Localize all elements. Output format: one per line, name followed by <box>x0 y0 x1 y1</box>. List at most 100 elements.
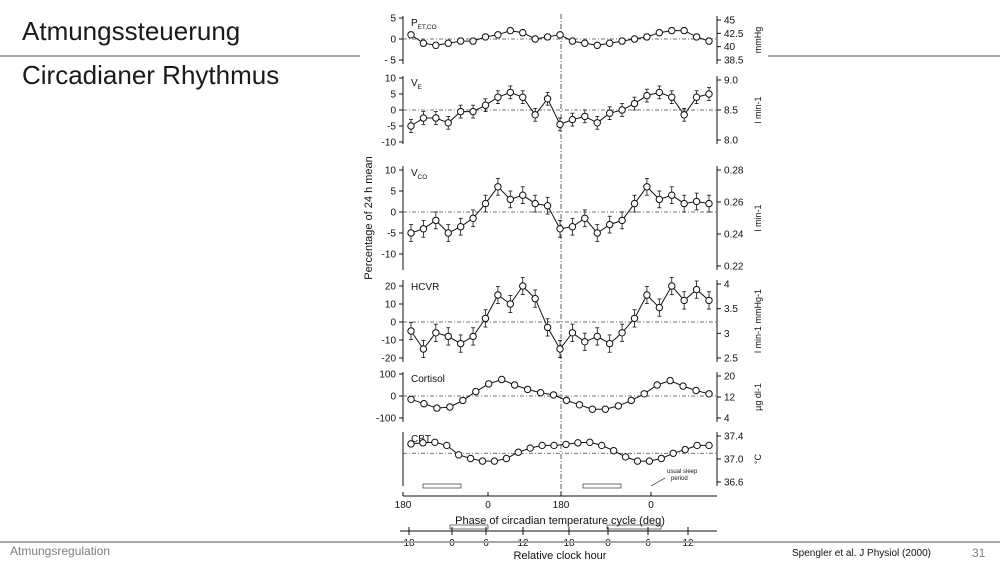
data-point <box>478 457 487 465</box>
right-tick-label: 8.0 <box>724 136 738 147</box>
data-point <box>456 107 465 116</box>
data-point <box>531 35 539 43</box>
y-tick-label: 0 <box>390 318 396 329</box>
x-tick-label: 180 <box>395 500 412 511</box>
data-point <box>514 448 522 456</box>
data-point <box>586 438 594 447</box>
y-tick-label: - 5 <box>384 56 396 67</box>
title-divider-right <box>768 55 1000 57</box>
data-point <box>574 439 582 447</box>
data-point <box>506 300 515 308</box>
data-point <box>581 39 589 47</box>
y-tick-label: -10 <box>382 250 397 261</box>
y-tick-label: -5 <box>387 122 396 133</box>
data-point <box>506 26 515 35</box>
data-point <box>432 329 440 337</box>
data-point <box>618 329 626 337</box>
y-tick-label: -10 <box>382 138 397 149</box>
data-point <box>456 37 465 45</box>
data-point <box>556 225 564 233</box>
sleep-note-pointer <box>650 477 666 487</box>
data-point <box>692 386 700 395</box>
data-point <box>443 441 451 450</box>
panel-label: HCVR <box>411 282 439 293</box>
data-point <box>446 403 454 411</box>
data-point <box>705 390 713 398</box>
data-point <box>419 39 428 47</box>
data-point <box>605 220 614 229</box>
right-tick-label: 2.5 <box>724 354 738 365</box>
right-unit-label: mmHg <box>753 27 763 54</box>
data-point <box>444 39 452 47</box>
y-tick-label: 5 <box>390 187 396 198</box>
data-point <box>407 31 415 39</box>
y-tick-label: 10 <box>385 166 397 177</box>
data-point <box>543 202 552 210</box>
right-tick-label: 45 <box>724 16 736 27</box>
right-tick-label: 4 <box>724 414 730 425</box>
right-tick-label: 36.6 <box>724 478 744 489</box>
data-point <box>469 107 477 116</box>
data-point <box>490 457 499 465</box>
data-point <box>469 332 477 341</box>
clock-tick-label: 12 <box>517 538 529 549</box>
title-divider-left <box>0 55 360 57</box>
data-point <box>618 216 626 225</box>
sleep-period-bar <box>582 483 622 489</box>
data-point <box>653 381 661 389</box>
clock-sleep-bar <box>449 524 489 530</box>
data-point <box>536 389 545 397</box>
data-point <box>630 314 639 323</box>
data-point <box>459 396 467 405</box>
data-point <box>431 438 439 447</box>
data-point <box>549 391 558 399</box>
data-point <box>454 451 463 459</box>
citation: Spengler et al. J Physiol (2000) <box>792 548 931 559</box>
y-tick-label: -20 <box>382 354 397 365</box>
data-point <box>679 382 687 390</box>
data-point <box>593 229 601 237</box>
sleep-note-line2: period <box>671 476 688 482</box>
data-point <box>523 385 532 394</box>
data-point <box>519 282 527 290</box>
clock-tick-label: 6 <box>645 538 651 549</box>
right-tick-label: 40 <box>724 42 736 53</box>
data-point <box>466 454 475 463</box>
data-point <box>526 444 534 452</box>
data-point <box>420 400 428 408</box>
data-point <box>494 291 502 299</box>
right-tick-label: 3.5 <box>724 304 738 315</box>
y-tick-label: 5 <box>390 14 396 25</box>
data-point <box>601 405 610 413</box>
data-point <box>481 33 490 41</box>
panel-label: Cortisol <box>411 374 445 385</box>
y-tick-label: 0 <box>390 208 396 219</box>
data-point <box>692 197 701 206</box>
data-point <box>605 339 614 348</box>
data-point <box>562 440 570 449</box>
data-point <box>581 338 589 346</box>
footer-divider <box>0 541 1000 543</box>
data-point <box>562 396 571 405</box>
data-point <box>419 439 427 447</box>
clock-tick-label: 12 <box>682 538 694 549</box>
data-point <box>494 31 502 39</box>
slide-title: Atmungssteuerung <box>22 16 241 46</box>
data-point <box>472 387 480 396</box>
data-point <box>556 120 564 129</box>
y-tick-label: -5 <box>387 229 396 240</box>
y-axis-label: Percentage of 24 h mean <box>363 156 375 280</box>
data-point <box>680 199 688 208</box>
data-point <box>543 95 552 103</box>
data-point <box>609 446 618 455</box>
data-point <box>655 303 664 312</box>
panel-label-subscript: E <box>418 84 423 91</box>
panel-pet-co2: 5 0 - 5 45 42.5 40 38.5 mmHg P ET,CO <box>384 14 763 67</box>
data-point <box>433 404 441 412</box>
data-point <box>693 441 701 450</box>
data-point <box>556 31 564 39</box>
data-point <box>550 441 558 450</box>
data-point <box>655 29 664 37</box>
right-tick-label: 0.22 <box>724 262 744 273</box>
